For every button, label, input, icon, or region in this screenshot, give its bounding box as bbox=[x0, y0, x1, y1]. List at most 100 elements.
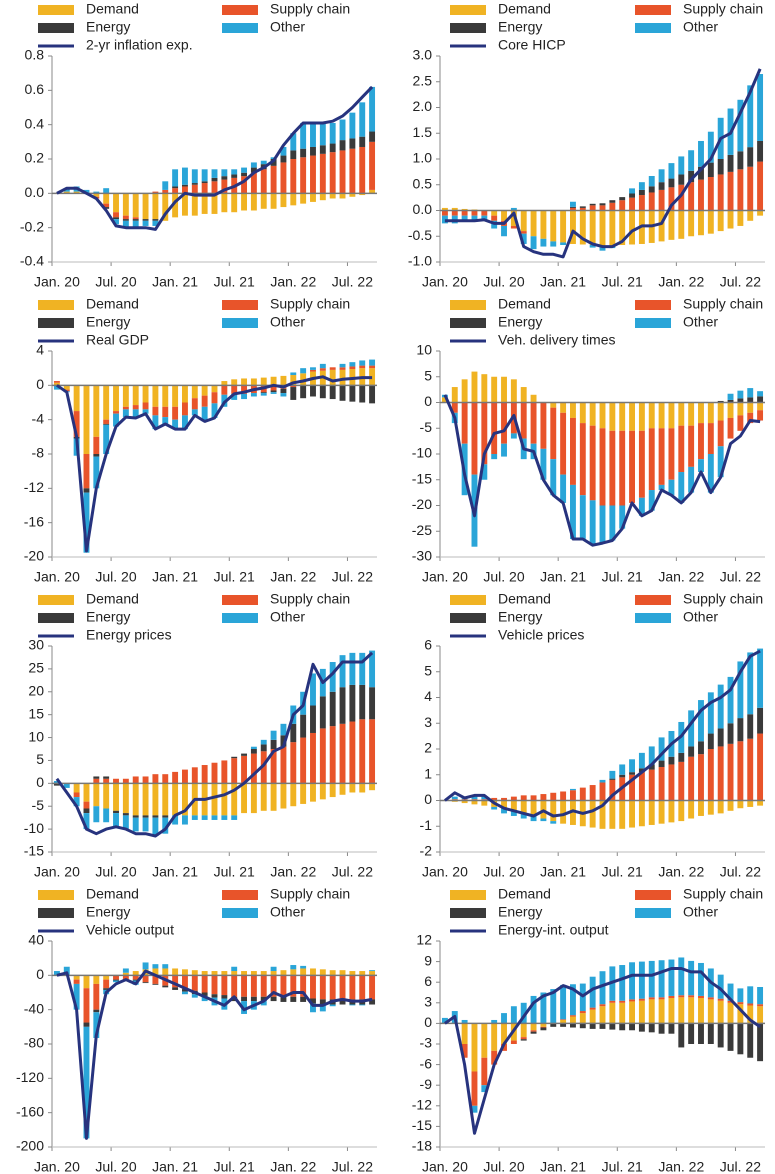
y-tick-label: -18 bbox=[412, 1138, 432, 1154]
bar-segment bbox=[629, 197, 635, 211]
bar-segment bbox=[211, 392, 218, 404]
bar-segment bbox=[648, 1023, 655, 1033]
x-tick-label: Jan. 22 bbox=[658, 864, 704, 880]
bar-segment bbox=[510, 207, 517, 211]
bar-segment bbox=[688, 402, 695, 426]
bar-segment bbox=[648, 490, 655, 511]
bar-segment bbox=[629, 962, 635, 1000]
bar-segment bbox=[162, 193, 169, 221]
y-tick-label: -0.5 bbox=[408, 227, 432, 243]
bar-segment bbox=[319, 1004, 326, 1012]
bar-segment bbox=[122, 220, 129, 228]
legend-label: Supply chain bbox=[683, 1, 763, 17]
legend-swatch bbox=[635, 908, 671, 918]
bar-segment bbox=[609, 778, 616, 780]
bar-segment bbox=[579, 1023, 586, 1029]
bar-segment bbox=[231, 966, 238, 972]
bar-segment bbox=[93, 776, 100, 779]
bar-segment bbox=[441, 210, 448, 216]
bar-segment bbox=[339, 150, 346, 194]
bar-segment bbox=[349, 138, 356, 149]
bar-segment bbox=[142, 220, 149, 226]
bar-segment bbox=[122, 972, 129, 976]
bar-segment bbox=[638, 772, 645, 801]
bar-segment bbox=[201, 971, 208, 976]
legend-swatch bbox=[222, 890, 258, 900]
bar-segment bbox=[103, 423, 110, 425]
bar-segment bbox=[250, 193, 257, 211]
bar-segment bbox=[182, 815, 188, 825]
bar-segment bbox=[260, 783, 267, 811]
bar-segment bbox=[211, 177, 218, 182]
bar-segment bbox=[319, 385, 326, 399]
bar-segment bbox=[162, 968, 169, 976]
y-tick-label: 0.0 bbox=[25, 184, 45, 200]
bar-segment bbox=[339, 783, 346, 795]
bar-segment bbox=[191, 193, 198, 216]
bar-segment bbox=[638, 961, 645, 999]
legend-label: Vehicle prices bbox=[498, 627, 584, 643]
bar-segment bbox=[300, 193, 307, 204]
bar-segment bbox=[73, 411, 80, 437]
legend-swatch bbox=[38, 890, 74, 900]
bar-segment bbox=[231, 756, 238, 759]
bar-segment bbox=[688, 150, 695, 171]
bar-segment bbox=[162, 417, 169, 424]
bar-segment bbox=[520, 402, 527, 439]
bar-segment bbox=[122, 813, 129, 816]
bar-segment bbox=[329, 122, 336, 144]
x-tick-label: Jul. 21 bbox=[602, 274, 643, 290]
bar-segment bbox=[231, 174, 238, 178]
bar-segment bbox=[737, 1023, 744, 1055]
bar-segment bbox=[152, 815, 159, 818]
bar-segment bbox=[339, 723, 346, 784]
bar-segment bbox=[201, 183, 208, 194]
bar-segment bbox=[270, 392, 277, 394]
bar-segment bbox=[727, 983, 734, 1001]
bar-segment bbox=[570, 1015, 576, 1017]
legend-swatch bbox=[38, 908, 74, 918]
bar-segment bbox=[717, 420, 724, 447]
bar-segment bbox=[93, 456, 100, 489]
bar-segment bbox=[570, 788, 576, 791]
bar-segment bbox=[658, 169, 665, 183]
bar-segment bbox=[717, 210, 724, 232]
y-tick-label: -20 bbox=[412, 496, 432, 512]
bar-segment bbox=[727, 171, 734, 211]
bar-segment bbox=[329, 975, 336, 1000]
bar-segment bbox=[560, 210, 567, 243]
bar-segment bbox=[182, 769, 188, 784]
bar-segment bbox=[589, 425, 596, 501]
bar-segment bbox=[172, 783, 179, 816]
bar-segment bbox=[668, 764, 675, 801]
y-tick-label: 0.2 bbox=[25, 150, 45, 166]
bar-segment bbox=[122, 193, 129, 216]
bar-segment bbox=[93, 1009, 100, 1013]
legend-swatch bbox=[635, 318, 671, 328]
bar-segment bbox=[250, 996, 257, 1002]
bar-segment bbox=[717, 446, 724, 478]
bar-segment bbox=[648, 175, 655, 187]
x-tick-label: Jul. 21 bbox=[214, 569, 255, 585]
bar-segment bbox=[560, 1019, 567, 1020]
bar-segment bbox=[231, 815, 238, 820]
bar-segment bbox=[211, 169, 218, 178]
y-tick-label: 30 bbox=[28, 637, 44, 653]
bar-segment bbox=[727, 1002, 734, 1024]
bar-segment bbox=[451, 210, 458, 216]
bar-segment bbox=[540, 1027, 547, 1031]
bar-segment bbox=[638, 1000, 645, 1024]
series-line bbox=[443, 649, 761, 818]
bar-segment bbox=[182, 167, 188, 185]
bar-segment bbox=[619, 197, 626, 201]
bar-segment bbox=[451, 387, 458, 403]
bar-segment bbox=[560, 474, 567, 503]
legend-label: Demand bbox=[498, 296, 551, 312]
bar-segment bbox=[113, 413, 119, 427]
bar-segment bbox=[540, 448, 547, 480]
bar-segment bbox=[619, 1023, 626, 1031]
bar-segment bbox=[329, 152, 336, 194]
bar-segment bbox=[678, 752, 685, 762]
bar-segment bbox=[83, 1022, 90, 1027]
bar-segment bbox=[481, 464, 488, 480]
